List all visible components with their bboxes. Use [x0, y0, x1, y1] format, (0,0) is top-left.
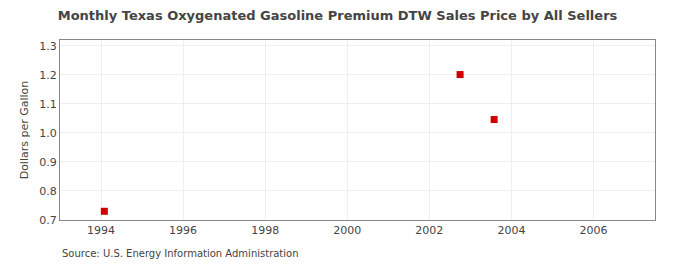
svg-text:Dollars per Gallon: Dollars per Gallon: [18, 81, 31, 180]
svg-text:1.1: 1.1: [39, 98, 57, 111]
svg-text:1.0: 1.0: [39, 127, 57, 140]
svg-text:Source: U.S. Energy Informatio: Source: U.S. Energy Information Administ…: [62, 248, 299, 259]
svg-text:1994: 1994: [87, 224, 115, 237]
svg-text:1.3: 1.3: [39, 40, 57, 53]
svg-text:1998: 1998: [251, 224, 279, 237]
svg-text:0.7: 0.7: [39, 214, 57, 227]
svg-text:Monthly Texas Oxygenated Gasol: Monthly Texas Oxygenated Gasoline Premiu…: [58, 8, 618, 23]
svg-text:1.2: 1.2: [39, 69, 57, 82]
svg-text:2006: 2006: [579, 224, 607, 237]
svg-text:0.8: 0.8: [39, 185, 57, 198]
svg-text:2004: 2004: [497, 224, 525, 237]
svg-text:2002: 2002: [415, 224, 443, 237]
svg-text:2000: 2000: [333, 224, 361, 237]
svg-text:1996: 1996: [169, 224, 197, 237]
svg-text:0.9: 0.9: [39, 156, 57, 169]
